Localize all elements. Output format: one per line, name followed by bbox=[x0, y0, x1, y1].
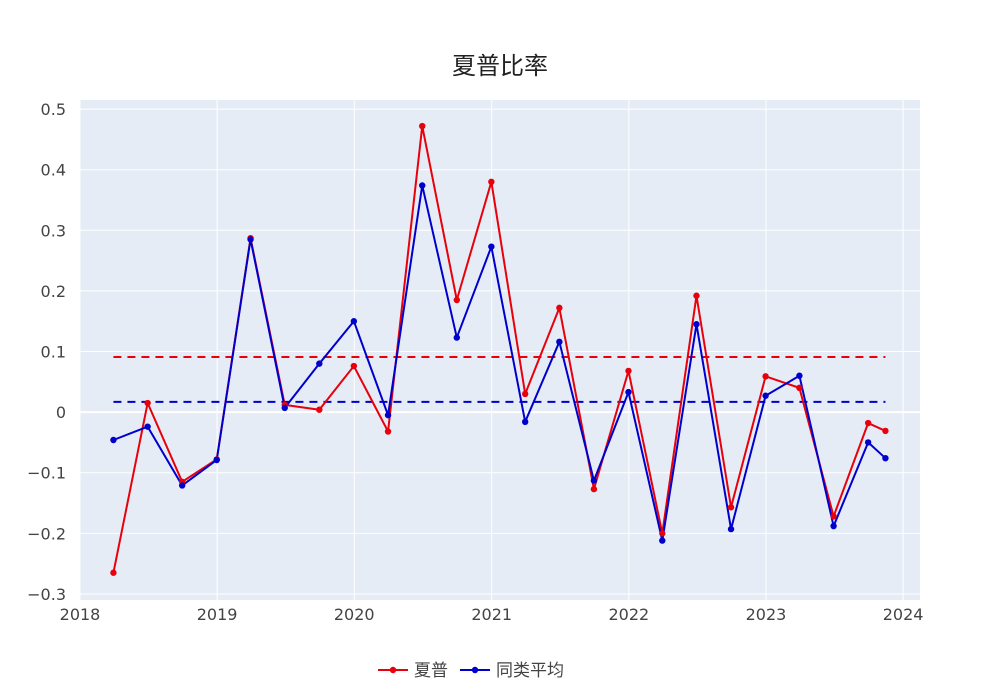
series-1-point[interactable] bbox=[281, 404, 288, 412]
series-1-point[interactable] bbox=[213, 456, 220, 464]
y-tick-label: 0.2 bbox=[41, 282, 66, 301]
grid-lines bbox=[79, 100, 920, 600]
series-1-point[interactable] bbox=[659, 537, 666, 544]
y-tick-label: 0.5 bbox=[41, 100, 66, 119]
series-1-point[interactable] bbox=[762, 392, 769, 399]
series-1-point[interactable] bbox=[144, 423, 151, 430]
series-0-point[interactable] bbox=[350, 362, 358, 370]
series-0-point[interactable] bbox=[556, 304, 563, 312]
series-0-point[interactable] bbox=[144, 399, 151, 407]
series-0-point[interactable] bbox=[659, 530, 666, 537]
series-line-1 bbox=[113, 184, 887, 542]
legend-label: 同类平均 bbox=[496, 661, 564, 681]
series-0-point[interactable] bbox=[796, 384, 803, 392]
series-1-point[interactable] bbox=[384, 411, 392, 419]
series-1-point[interactable] bbox=[488, 243, 495, 250]
legend-item-series-0[interactable]: 夏普 bbox=[378, 661, 448, 681]
series-lines bbox=[110, 122, 889, 576]
series-0-point[interactable] bbox=[453, 296, 460, 304]
series-1-point[interactable] bbox=[796, 372, 803, 379]
series-0-point[interactable] bbox=[864, 419, 872, 427]
series-0-point[interactable] bbox=[727, 504, 735, 511]
series-0-point[interactable] bbox=[316, 406, 323, 413]
legend-label: 夏普 bbox=[414, 661, 448, 681]
series-1-point[interactable] bbox=[350, 318, 358, 325]
series-1-point[interactable] bbox=[693, 321, 700, 328]
series-0-point[interactable] bbox=[384, 428, 392, 435]
chart-title: 夏普比率 bbox=[452, 52, 548, 80]
series-1-point[interactable] bbox=[521, 418, 529, 426]
series-1-point[interactable] bbox=[316, 360, 323, 367]
y-tick-label: −0.3 bbox=[27, 585, 66, 604]
x-tick-label: 2024 bbox=[883, 605, 924, 624]
series-1-point[interactable] bbox=[247, 236, 254, 243]
series-1-point[interactable] bbox=[453, 334, 460, 341]
series-0-point[interactable] bbox=[625, 367, 632, 375]
series-1-point[interactable] bbox=[882, 454, 889, 462]
y-tick-label: 0.4 bbox=[41, 161, 66, 180]
x-tick-label: 2020 bbox=[334, 605, 375, 624]
series-0-point[interactable] bbox=[419, 122, 426, 130]
y-tick-label: 0.1 bbox=[41, 343, 66, 362]
legend[interactable]: 夏普 同类平均 bbox=[378, 661, 564, 681]
x-tick-label: 2021 bbox=[471, 605, 512, 624]
series-1-point[interactable] bbox=[178, 482, 186, 489]
legend-swatch-marker bbox=[471, 666, 479, 674]
series-1-point[interactable] bbox=[830, 522, 837, 530]
legend-swatch-marker bbox=[389, 666, 397, 674]
series-1-point[interactable] bbox=[110, 436, 117, 444]
series-0-point[interactable] bbox=[693, 292, 700, 299]
x-tick-label: 2019 bbox=[197, 605, 238, 624]
series-0-point[interactable] bbox=[590, 485, 598, 493]
series-0-point[interactable] bbox=[521, 390, 529, 398]
series-0-point[interactable] bbox=[762, 373, 769, 380]
series-1-point[interactable] bbox=[625, 388, 632, 396]
series-1-point[interactable] bbox=[419, 182, 426, 189]
y-tick-label: 0 bbox=[56, 403, 66, 422]
series-1-point[interactable] bbox=[727, 525, 735, 533]
legend-item-series-1[interactable]: 同类平均 bbox=[460, 661, 564, 681]
x-tick-label: 2022 bbox=[608, 605, 649, 624]
x-tick-label: 2023 bbox=[746, 605, 787, 624]
series-0-point[interactable] bbox=[830, 513, 837, 520]
x-tick-label: 2018 bbox=[60, 605, 101, 624]
series-0-point[interactable] bbox=[110, 569, 117, 576]
y-tick-label: 0.3 bbox=[41, 221, 66, 240]
plot-area bbox=[80, 100, 920, 600]
y-tick-label: −0.1 bbox=[27, 464, 66, 483]
series-0-point[interactable] bbox=[488, 178, 495, 186]
series-1-point[interactable] bbox=[864, 439, 872, 446]
y-tick-label: −0.2 bbox=[27, 524, 66, 543]
mean-lines bbox=[113, 355, 886, 403]
series-1-point[interactable] bbox=[556, 338, 563, 346]
series-0-point[interactable] bbox=[882, 427, 889, 435]
series-1-point[interactable] bbox=[590, 477, 598, 484]
